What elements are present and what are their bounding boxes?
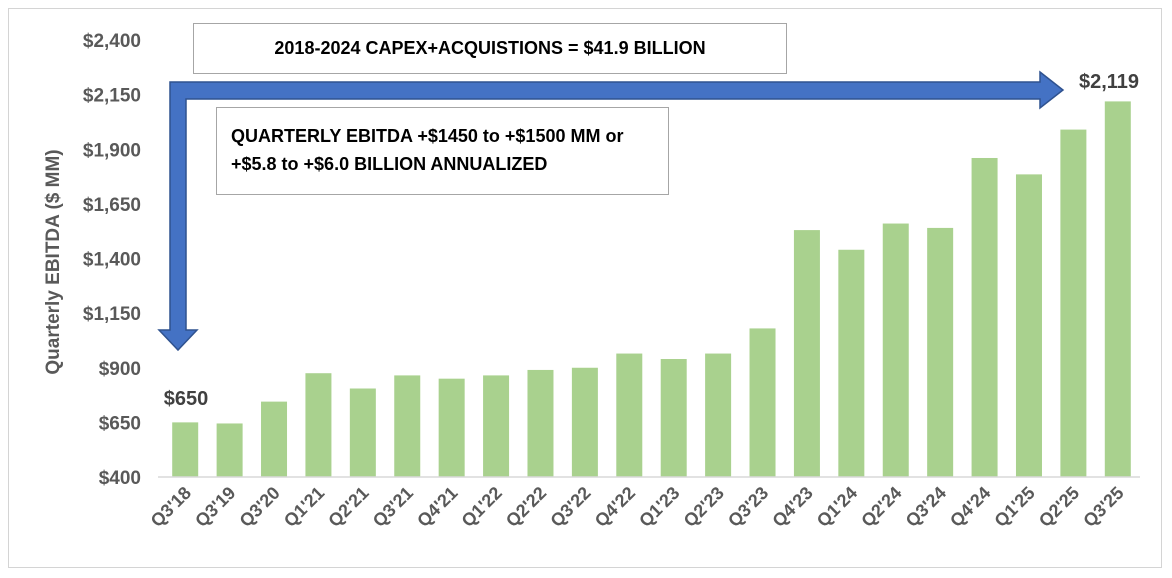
x-axis-ticks: Q3'18Q3'19Q3'20Q1'21Q2'21Q3'21Q4'21Q1'22…	[147, 483, 1128, 531]
bar	[971, 157, 998, 478]
bars-group	[172, 101, 1131, 478]
ebitda-annotation-line2: +$5.8 to +$6.0 BILLION ANNUALIZED	[231, 154, 548, 174]
x-tick-label: Q1'24	[813, 483, 861, 531]
x-tick-label: Q4'23	[768, 483, 816, 531]
last-bar-data-label: $2,119	[1079, 71, 1139, 93]
x-tick-label: Q2'22	[502, 483, 550, 531]
x-tick-label: Q3'18	[147, 483, 195, 531]
bar	[1060, 129, 1087, 477]
y-axis-ticks: $400 $650 $900 $1,150 $1,400 $1,650 $1,900 $2,1…	[83, 31, 141, 489]
x-tick-label: Q2'25	[1035, 483, 1083, 531]
x-tick-label: Q4'24	[946, 483, 994, 531]
first-bar-data-label: $650	[164, 388, 209, 410]
capex-annotation-text: 2018-2024 CAPEX+ACQUISTIONS = $41.9 BILL…	[274, 38, 706, 58]
bar	[749, 328, 776, 477]
y-tick-label: $1,400	[83, 250, 141, 271]
bar	[838, 249, 865, 477]
x-tick-label: Q2'24	[857, 483, 905, 531]
bar	[216, 423, 243, 477]
y-tick-label: $2,400	[83, 31, 141, 52]
bar	[527, 369, 554, 477]
y-tick-label: $400	[99, 468, 141, 489]
x-tick-label: Q4'22	[591, 483, 639, 531]
capex-annotation-box: 2018-2024 CAPEX+ACQUISTIONS = $41.9 BILL…	[193, 23, 787, 74]
bar	[571, 367, 598, 477]
bar	[1015, 174, 1042, 477]
bar	[305, 373, 332, 477]
y-tick-label: $1,900	[83, 140, 141, 161]
y-tick-label: $1,650	[83, 195, 141, 216]
x-tick-label: Q1'21	[280, 483, 328, 531]
x-tick-label: Q1'23	[635, 483, 683, 531]
x-tick-label: Q2'23	[680, 483, 728, 531]
y-tick-label: $2,150	[83, 86, 141, 107]
x-tick-label: Q3'24	[902, 483, 950, 531]
ebitda-annotation-box: QUARTERLY EBITDA +$1450 to +$1500 MM or …	[216, 107, 669, 195]
x-tick-label: Q1'22	[458, 483, 506, 531]
bar	[394, 375, 421, 477]
bar	[616, 353, 643, 477]
y-tick-label: $900	[99, 359, 141, 380]
bar	[882, 223, 909, 477]
x-tick-label: Q3'25	[1079, 483, 1127, 531]
bar	[1104, 101, 1131, 477]
bar	[261, 401, 288, 477]
bar	[705, 353, 732, 477]
x-tick-label: Q3'21	[369, 483, 417, 531]
bar	[793, 230, 820, 477]
y-tick-label: $1,150	[83, 304, 141, 325]
ebitda-annotation-line1: QUARTERLY EBITDA +$1450 to +$1500 MM or	[231, 126, 624, 146]
x-tick-label: Q3'20	[236, 483, 284, 531]
bar	[438, 378, 465, 477]
chart-frame	[8, 8, 1162, 568]
x-tick-label: Q3'22	[546, 483, 594, 531]
x-tick-label: Q4'21	[413, 483, 461, 531]
bar	[927, 227, 954, 477]
bar	[483, 375, 510, 477]
arrow-shape	[157, 70, 1065, 352]
x-tick-label: Q3'23	[724, 483, 772, 531]
bar	[660, 359, 687, 477]
x-tick-label: Q2'21	[324, 483, 372, 531]
x-tick-label: Q1'25	[990, 483, 1038, 531]
bar	[172, 422, 199, 477]
y-axis-label: Quarterly EBITDA ($ MM)	[43, 149, 64, 374]
x-tick-label: Q3'19	[191, 483, 239, 531]
y-tick-label: $650	[99, 413, 141, 434]
bar	[349, 388, 376, 477]
